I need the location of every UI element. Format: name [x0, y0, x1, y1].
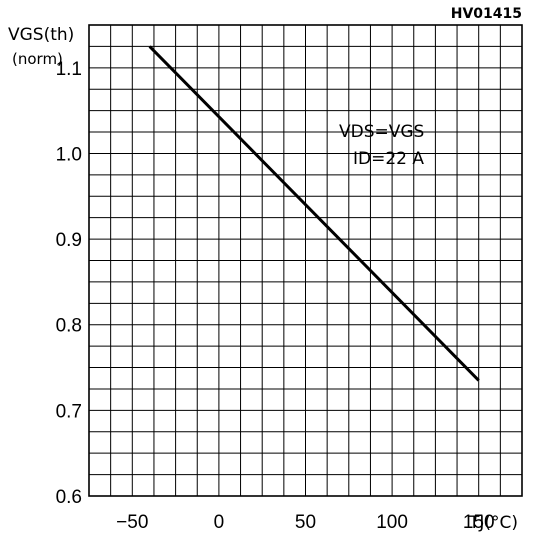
- y-tick-label: 0.8: [56, 316, 82, 337]
- x-tick-label: 50: [295, 512, 316, 533]
- y-tick-label: 1.1: [56, 59, 82, 80]
- x-axis-label: TJ(°C): [468, 513, 518, 533]
- x-tick-labels: −50 0 50 100 150: [116, 512, 494, 533]
- series-line: [148, 45, 480, 382]
- x-tick-label: 0: [214, 512, 225, 533]
- grid: [89, 25, 522, 496]
- x-tick-label: 100: [376, 512, 408, 533]
- plot-border: [88, 24, 523, 497]
- x-tick-label: −50: [116, 512, 148, 533]
- y-axis-unit: (norm): [12, 50, 63, 68]
- y-tick-labels: 0.6 0.7 0.8 0.9 1.0 1.1: [56, 59, 82, 508]
- y-axis-label: VGS(th): [8, 25, 74, 45]
- annotation-condition-1: VDS=VGS: [339, 122, 424, 142]
- y-tick-label: 0.6: [56, 487, 82, 508]
- series: [148, 45, 480, 382]
- plot-frame: [88, 24, 523, 497]
- figure-id: HV01415: [451, 6, 522, 22]
- y-tick-label: 0.9: [56, 230, 82, 251]
- x-tick-label: 150: [463, 512, 495, 533]
- annotation-condition-2: ID=22 A: [353, 149, 424, 169]
- y-tick-label: 0.7: [56, 401, 82, 422]
- y-tick-label: 1.0: [56, 144, 82, 165]
